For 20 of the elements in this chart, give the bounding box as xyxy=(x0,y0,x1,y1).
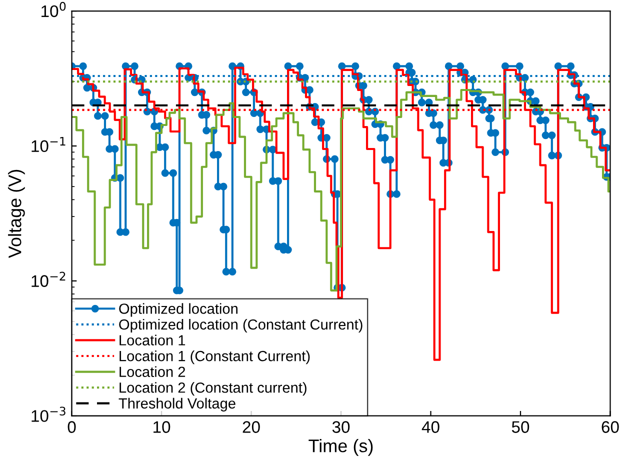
y-tick-label: 10$^{−1}$ xyxy=(32,137,66,152)
legend-label: Location 2 xyxy=(120,366,186,378)
x-tick-label: 30 xyxy=(332,421,350,433)
legend-label: Location 1 xyxy=(120,334,186,346)
y-axis-title: Voltage (V) xyxy=(8,170,25,258)
y-tick-label: 10$^{0}$ xyxy=(42,2,66,18)
x-tick-label: 60 xyxy=(602,421,619,433)
legend-label: Location 2 (Constant current) xyxy=(120,382,306,396)
legend-label: Optimized location (Constant Current) xyxy=(119,318,362,333)
x-axis-title: Time (s) xyxy=(308,439,373,456)
legend-label: Threshold Voltage xyxy=(118,398,236,412)
legend-label: Location 1 (Constant Current) xyxy=(120,350,310,364)
x-tick-label: 10 xyxy=(154,421,170,433)
x-tick-label: 0 xyxy=(68,421,76,433)
x-tick-label: 40 xyxy=(422,421,440,433)
legend-label: Optimized location xyxy=(119,303,238,317)
x-tick-label: 50 xyxy=(512,421,530,433)
x-tick-label: 20 xyxy=(242,421,260,433)
y-tick-label: 10$^{−3}$ xyxy=(32,406,66,422)
y-tick-label: 10$^{−2}$ xyxy=(32,272,66,287)
